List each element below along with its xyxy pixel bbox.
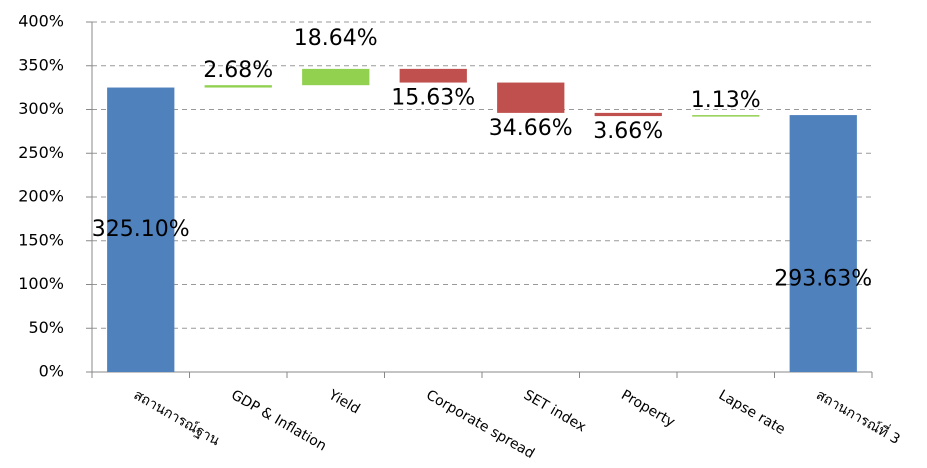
data-label: 1.13% [691,88,761,113]
bar [302,68,370,86]
x-tick-label: Yield [325,387,363,418]
bar [399,68,467,83]
bar [594,112,662,117]
x-tick-label: สถานการณ์ฐาน [131,386,223,449]
y-tick-label: 100% [18,274,64,293]
data-label: 34.66% [489,116,573,141]
bar [204,85,272,88]
y-tick-label: 50% [28,318,64,337]
y-tick-label: 0% [39,362,64,381]
data-label: 325.10% [92,217,190,242]
x-tick-label: Lapse rate [716,387,788,438]
bar [692,115,760,117]
y-tick-label: 150% [18,230,64,249]
x-tick-label: GDP & Inflation [228,387,329,454]
data-label: 2.68% [203,58,273,83]
data-label: 3.66% [593,119,663,144]
bar [789,115,857,372]
x-tick-label: Property [618,387,677,430]
bar [107,87,175,372]
y-tick-label: 300% [18,99,64,118]
data-label: 15.63% [391,86,475,111]
x-tick-label: สถานการณ์ที่ 3 [813,385,903,448]
y-tick-label: 200% [18,187,64,206]
y-tick-label: 250% [18,143,64,162]
y-tick-label: 350% [18,55,64,74]
x-tick-label: Corporate spread [423,387,537,462]
y-tick-label: 400% [18,12,64,31]
bar [497,82,565,113]
data-label: 293.63% [774,267,872,292]
data-label: 18.64% [294,26,378,51]
x-tick-label: SET index [521,387,589,435]
